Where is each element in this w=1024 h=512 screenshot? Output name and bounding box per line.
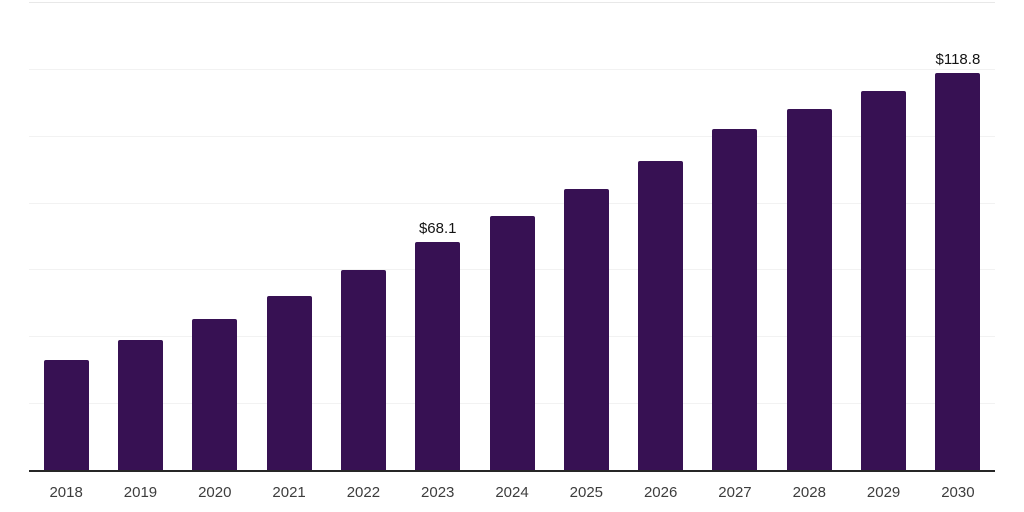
- bar-slot-2025: [549, 188, 623, 470]
- bar-2028: [786, 109, 832, 470]
- bar-slot-2026: [624, 160, 698, 470]
- x-tick-2019: 2019: [123, 484, 158, 501]
- plot-area: $68.1 $118.8: [29, 2, 995, 472]
- bar-slot-2022: [326, 269, 400, 470]
- bars-row: $68.1 $118.8: [29, 2, 995, 470]
- bar-2018: [43, 359, 89, 470]
- bar-slot-2023: $68.1: [401, 221, 475, 470]
- bar-2023: [415, 242, 461, 470]
- bar-2025: [563, 188, 609, 470]
- gridline-120: [29, 68, 995, 70]
- bar-slot-2020: [178, 319, 252, 470]
- bar-slot-2018: [29, 359, 103, 470]
- value-label-2030: $118.8: [935, 50, 981, 68]
- bar-slot-2027: [698, 129, 772, 470]
- x-tick-2018: 2018: [49, 484, 83, 501]
- x-tick-2022: 2022: [346, 484, 381, 501]
- x-tick-2024: 2024: [495, 484, 529, 501]
- x-tick-2023: 2023: [421, 484, 455, 501]
- bar-slot-2021: [252, 295, 326, 470]
- bar-2024: [489, 215, 535, 470]
- gridline-100: [29, 135, 995, 137]
- bar-2026: [638, 160, 684, 470]
- x-tick-2030: 2030: [941, 484, 975, 501]
- gridline-140: [29, 2, 995, 3]
- x-tick-2025: 2025: [569, 484, 604, 501]
- bar-slot-2029: [846, 90, 920, 470]
- x-axis: 2018 2019 2020 2021 2022 2023 2024 2025 2026 2027…: [29, 472, 995, 501]
- bar-2020: [192, 319, 238, 470]
- bar-2027: [712, 129, 758, 470]
- bar-slot-2028: [772, 109, 846, 470]
- gridline-80: [29, 202, 995, 204]
- bar-2021: [266, 295, 312, 470]
- bar-slot-2030: $118.8: [921, 52, 995, 470]
- bar-2019: [117, 340, 163, 470]
- x-tick-2020: 2020: [198, 484, 232, 501]
- x-tick-2029: 2029: [866, 484, 901, 501]
- x-tick-2021: 2021: [272, 484, 306, 501]
- x-tick-2027: 2027: [718, 484, 752, 501]
- bar-2022: [340, 269, 386, 470]
- x-tick-2028: 2028: [792, 484, 826, 501]
- x-tick-2026: 2026: [643, 484, 678, 501]
- bar-slot-2019: [103, 340, 177, 470]
- bar-2029: [861, 90, 907, 470]
- bar-2030: [935, 72, 981, 470]
- bar-slot-2024: [475, 215, 549, 470]
- value-label-2023: $68.1: [418, 220, 457, 238]
